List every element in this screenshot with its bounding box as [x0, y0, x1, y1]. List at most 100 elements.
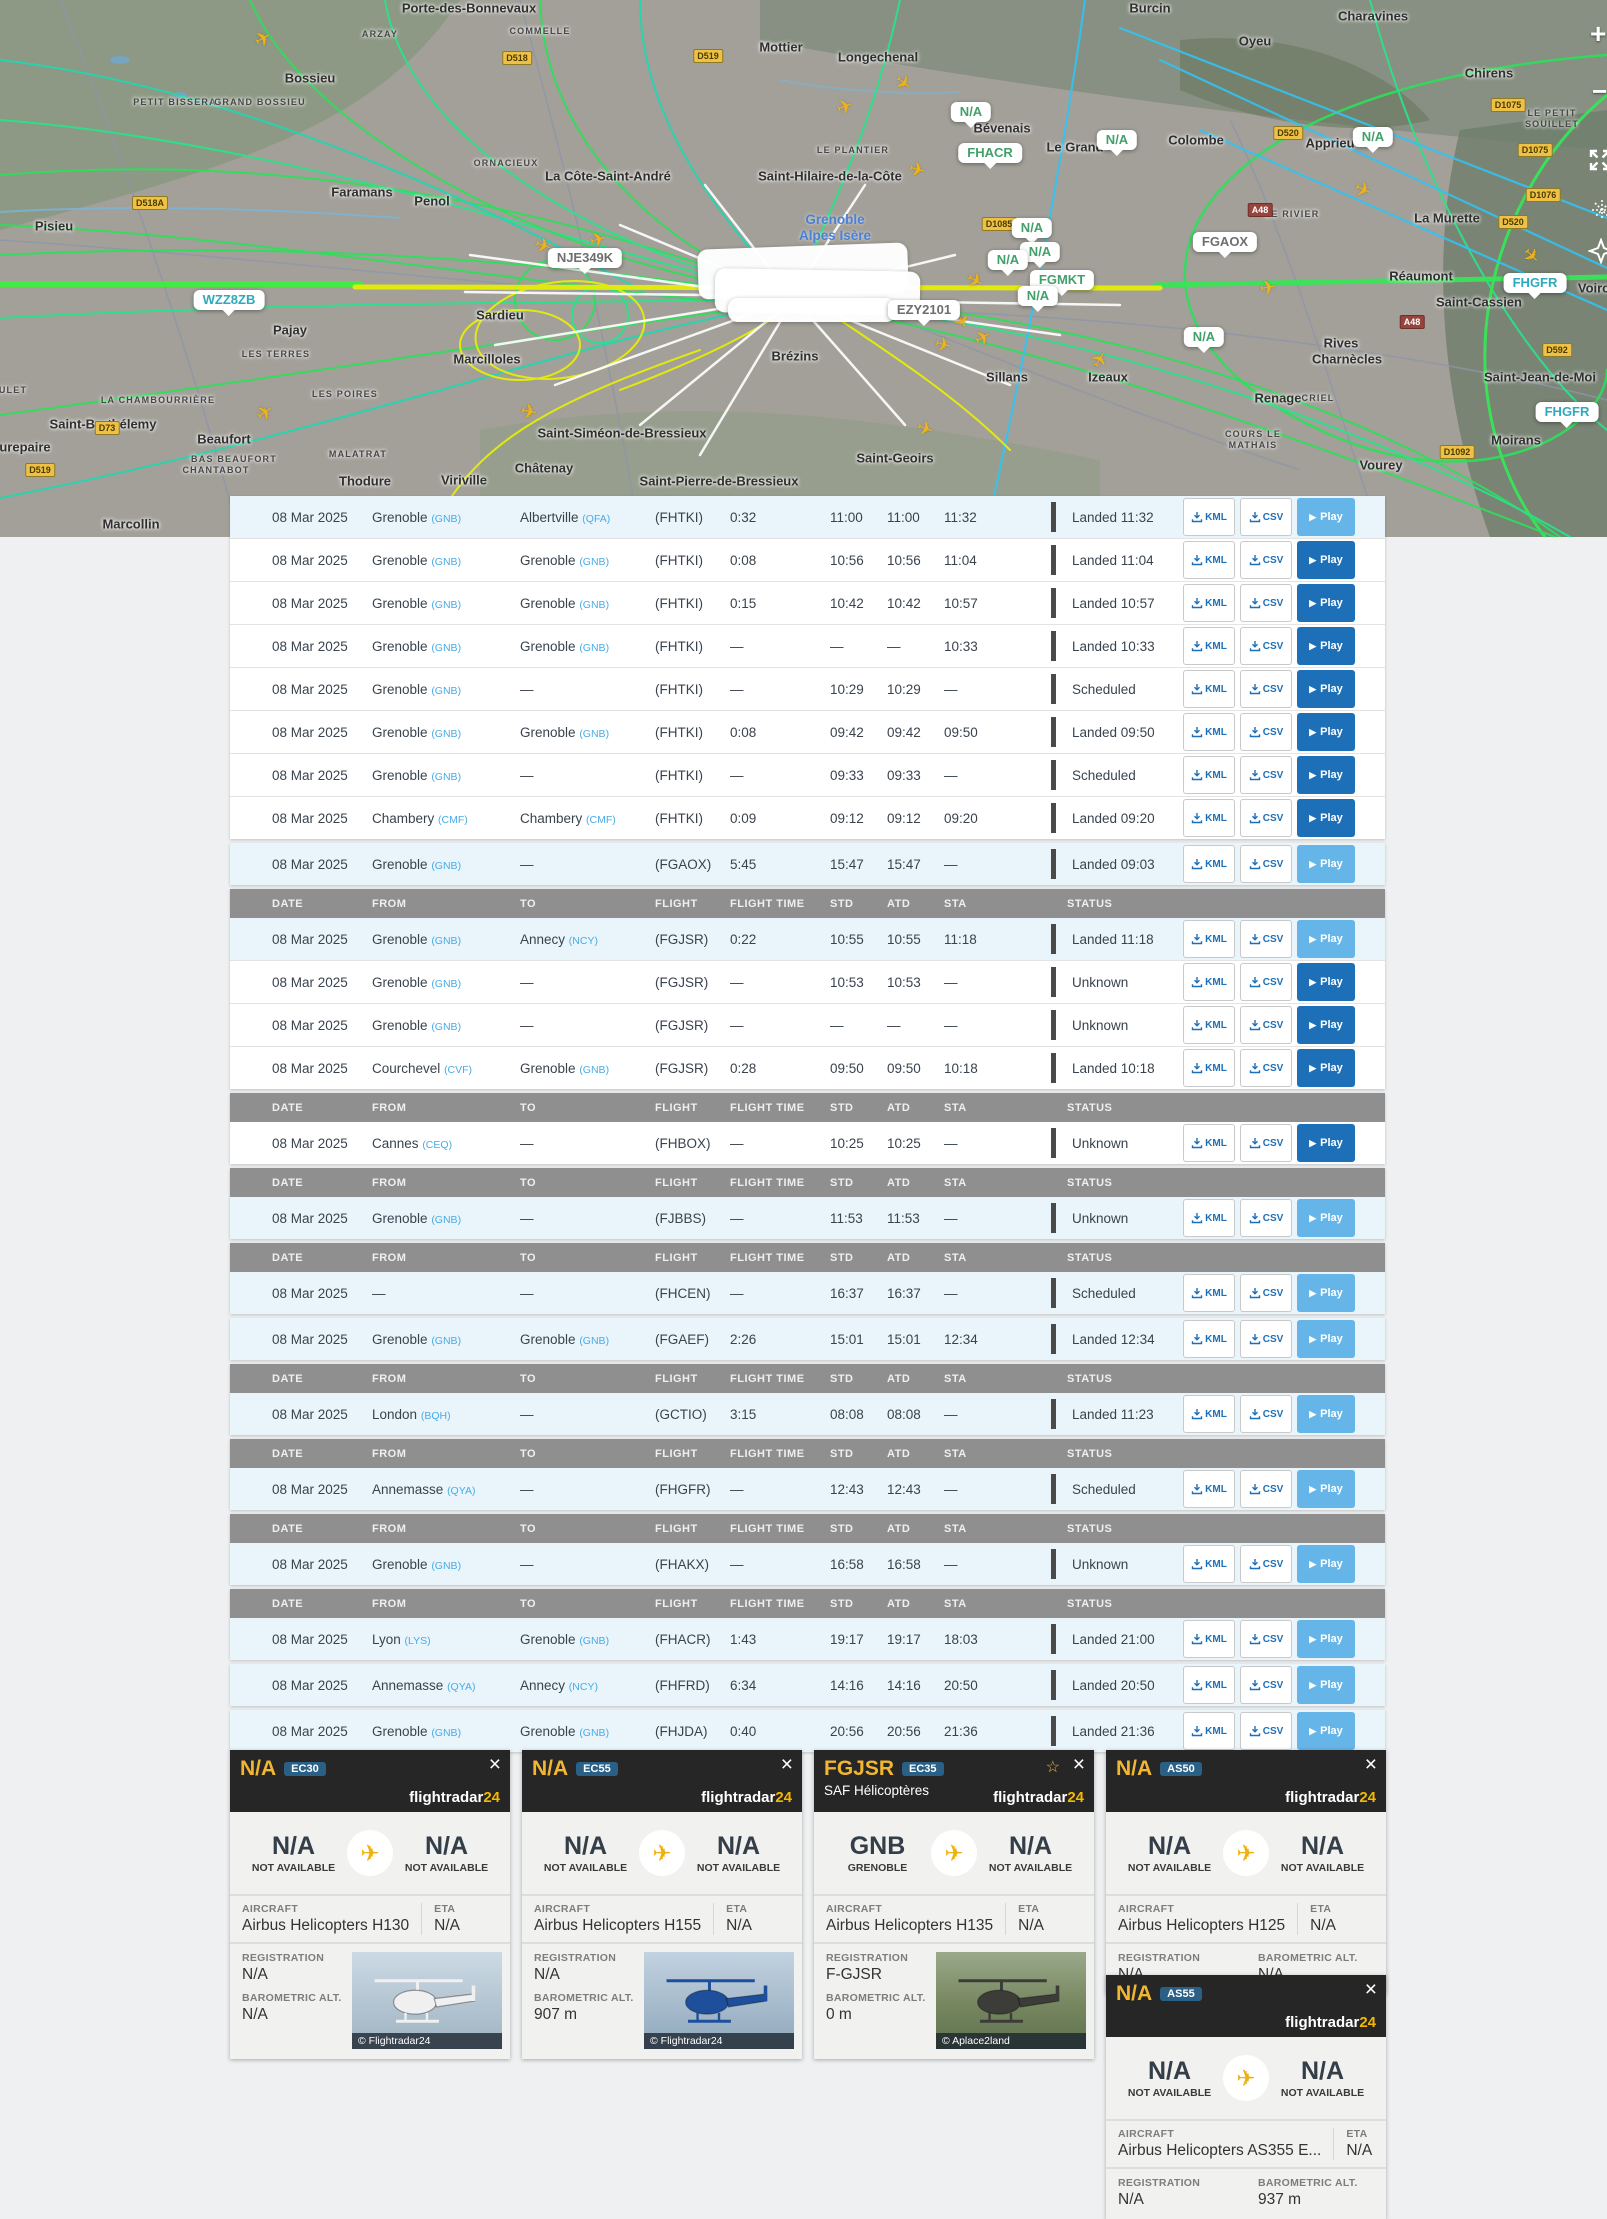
flight-callsign-label[interactable]: N/A: [1096, 130, 1138, 156]
download-kml-button[interactable]: KML: [1183, 1199, 1235, 1237]
airport-code[interactable]: (GNB): [579, 1063, 610, 1076]
close-icon[interactable]: ×: [488, 1753, 501, 1776]
table-row[interactable]: 08 Mar 2025 Grenoble (GNB) Grenoble (GNB…: [230, 538, 1385, 581]
flight-callsign-label[interactable]: FGAOX: [1192, 232, 1258, 258]
play-button[interactable]: ▶ Play: [1297, 1666, 1355, 1704]
zoom-out-icon[interactable]: −: [1592, 76, 1607, 106]
play-button[interactable]: ▶ Play: [1297, 1006, 1355, 1044]
airport-code[interactable]: (GNB): [431, 684, 462, 697]
download-kml-button[interactable]: KML: [1183, 541, 1235, 579]
airport-code[interactable]: (CVF): [444, 1063, 473, 1076]
download-kml-button[interactable]: KML: [1183, 1006, 1235, 1044]
airport-code[interactable]: (GNB): [431, 512, 462, 525]
download-kml-button[interactable]: KML: [1183, 627, 1235, 665]
airport-code[interactable]: (GNB): [431, 770, 462, 783]
play-button[interactable]: ▶ Play: [1297, 627, 1355, 665]
flight-callsign-label[interactable]: N/A: [1352, 127, 1394, 153]
airport-code[interactable]: (GNB): [431, 1726, 462, 1739]
flight-callsign-label[interactable]: FHGFR: [1535, 402, 1599, 428]
airport-code[interactable]: (CMF): [438, 813, 468, 826]
table-row[interactable]: 08 Mar 2025 Lyon (LYS) Grenoble (GNB) (F…: [230, 1618, 1385, 1660]
airport-code[interactable]: (GNB): [431, 598, 462, 611]
download-kml-button[interactable]: KML: [1183, 920, 1235, 958]
table-row[interactable]: 08 Mar 2025 Grenoble (GNB) Grenoble (GNB…: [230, 624, 1385, 667]
play-button[interactable]: ▶ Play: [1297, 756, 1355, 794]
download-kml-button[interactable]: KML: [1183, 1666, 1235, 1704]
table-row[interactable]: 08 Mar 2025 Chambery (CMF) Chambery (CMF…: [230, 796, 1385, 839]
download-kml-button[interactable]: KML: [1183, 1545, 1235, 1583]
airport-code[interactable]: (GNB): [431, 1559, 462, 1572]
play-button[interactable]: ▶ Play: [1297, 1712, 1355, 1750]
airport-code[interactable]: (GNB): [431, 641, 462, 654]
flight-callsign-label[interactable]: FGMKT: [1029, 270, 1095, 296]
flightradar24-logo[interactable]: flightradar24: [1285, 1789, 1376, 1806]
play-button[interactable]: ▶ Play: [1297, 1049, 1355, 1087]
download-csv-button[interactable]: CSV: [1240, 1666, 1292, 1704]
flight-callsign-label[interactable]: N/A: [987, 250, 1029, 276]
airport-code[interactable]: (CEQ): [422, 1138, 453, 1151]
download-kml-button[interactable]: KML: [1183, 498, 1235, 536]
table-row[interactable]: 08 Mar 2025 Courchevel (CVF) Grenoble (G…: [230, 1046, 1385, 1089]
table-row[interactable]: 08 Mar 2025 Grenoble (GNB) Albertville (…: [230, 496, 1385, 538]
flight-callsign-label[interactable]: N/A: [950, 102, 992, 128]
table-row[interactable]: 08 Mar 2025 Grenoble (GNB) Annecy (NCY) …: [230, 918, 1385, 960]
download-csv-button[interactable]: CSV: [1240, 1006, 1292, 1044]
close-icon[interactable]: ×: [780, 1753, 793, 1776]
play-button[interactable]: ▶ Play: [1297, 713, 1355, 751]
airport-code[interactable]: (GNB): [431, 555, 462, 568]
play-button[interactable]: ▶ Play: [1297, 1274, 1355, 1312]
flight-callsign-label[interactable]: N/A: [1183, 327, 1225, 353]
airport-code[interactable]: (GNB): [579, 1334, 610, 1347]
flightradar24-logo[interactable]: flightradar24: [1285, 2014, 1376, 2031]
download-csv-button[interactable]: CSV: [1240, 1049, 1292, 1087]
airport-code[interactable]: (GNB): [431, 1020, 462, 1033]
airport-code[interactable]: (NCY): [568, 934, 598, 947]
flight-map[interactable]: Grenoble Alpes Isère Porte-des-Bonnevaux…: [0, 0, 1607, 537]
download-csv-button[interactable]: CSV: [1240, 1712, 1292, 1750]
flight-callsign-label[interactable]: FHGFR: [1503, 273, 1567, 299]
download-kml-button[interactable]: KML: [1183, 1620, 1235, 1658]
table-row[interactable]: 08 Mar 2025 London (BQH) — (GCTIO) 3:15 …: [230, 1393, 1385, 1435]
table-row[interactable]: 08 Mar 2025 Grenoble (GNB) — (FHTKI) — 0…: [230, 753, 1385, 796]
download-csv-button[interactable]: CSV: [1240, 670, 1292, 708]
download-csv-button[interactable]: CSV: [1240, 1124, 1292, 1162]
download-kml-button[interactable]: KML: [1183, 1470, 1235, 1508]
close-icon[interactable]: ×: [1364, 1978, 1377, 2001]
flight-callsign-label[interactable]: FHACR: [958, 143, 1022, 169]
table-row[interactable]: 08 Mar 2025 Annemasse (QYA) Annecy (NCY)…: [230, 1664, 1385, 1706]
download-csv-button[interactable]: CSV: [1240, 799, 1292, 837]
flight-callsign-label[interactable]: EZY2101: [887, 300, 961, 326]
airport-code[interactable]: (GNB): [579, 1634, 610, 1647]
play-button[interactable]: ▶ Play: [1297, 799, 1355, 837]
play-button[interactable]: ▶ Play: [1297, 1545, 1355, 1583]
table-row[interactable]: 08 Mar 2025 — — (FHCEN) — 16:37 16:37 — …: [230, 1272, 1385, 1314]
table-row[interactable]: 08 Mar 2025 Grenoble (GNB) — (FHAKX) — 1…: [230, 1543, 1385, 1585]
download-kml-button[interactable]: KML: [1183, 1712, 1235, 1750]
play-button[interactable]: ▶ Play: [1297, 584, 1355, 622]
airport-code[interactable]: (GNB): [579, 641, 610, 654]
table-row[interactable]: 08 Mar 2025 Grenoble (GNB) — (FGJSR) — 1…: [230, 960, 1385, 1003]
download-kml-button[interactable]: KML: [1183, 1395, 1235, 1433]
download-csv-button[interactable]: CSV: [1240, 1395, 1292, 1433]
download-csv-button[interactable]: CSV: [1240, 1470, 1292, 1508]
download-csv-button[interactable]: CSV: [1240, 584, 1292, 622]
airport-code[interactable]: (GNB): [431, 934, 462, 947]
play-button[interactable]: ▶ Play: [1297, 1124, 1355, 1162]
flightradar24-logo[interactable]: flightradar24: [993, 1789, 1084, 1806]
play-button[interactable]: ▶ Play: [1297, 1199, 1355, 1237]
zoom-in-icon[interactable]: +: [1590, 18, 1607, 49]
airport-code[interactable]: (GNB): [579, 727, 610, 740]
download-csv-button[interactable]: CSV: [1240, 498, 1292, 536]
airport-code[interactable]: (GNB): [431, 977, 462, 990]
play-button[interactable]: ▶ Play: [1297, 845, 1355, 883]
download-kml-button[interactable]: KML: [1183, 584, 1235, 622]
play-button[interactable]: ▶ Play: [1297, 498, 1355, 536]
airport-code[interactable]: (QYA): [447, 1484, 476, 1497]
airport-code[interactable]: (GNB): [579, 1726, 610, 1739]
play-button[interactable]: ▶ Play: [1297, 1320, 1355, 1358]
download-csv-button[interactable]: CSV: [1240, 627, 1292, 665]
download-csv-button[interactable]: CSV: [1240, 1545, 1292, 1583]
airport-code[interactable]: (LYS): [404, 1634, 431, 1647]
airport-code[interactable]: (NCY): [568, 1680, 598, 1693]
close-icon[interactable]: ×: [1364, 1753, 1377, 1776]
